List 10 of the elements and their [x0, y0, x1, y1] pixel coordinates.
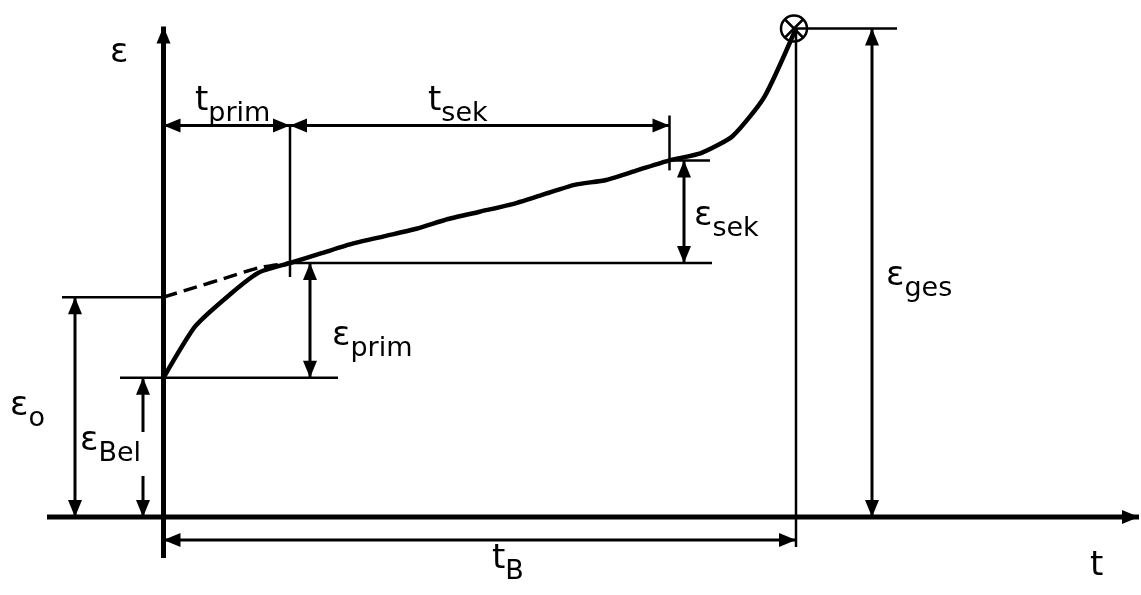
- text: ε$_{ges}$: [886, 253, 953, 302]
- text: t$_{B}$: [492, 536, 524, 585]
- text: ε$_{o}$: [10, 383, 45, 432]
- annotation: ε$_{sek}$: [694, 193, 760, 242]
- annotation: t$_{prim}$: [195, 78, 271, 127]
- text: t: [1090, 543, 1104, 583]
- annotation: ε$_{prim}$: [332, 313, 413, 362]
- text: ε$_{Bel}$: [80, 418, 142, 467]
- annotation: t$_{sek}$: [428, 78, 489, 127]
- y-axis-title: ε: [110, 30, 129, 70]
